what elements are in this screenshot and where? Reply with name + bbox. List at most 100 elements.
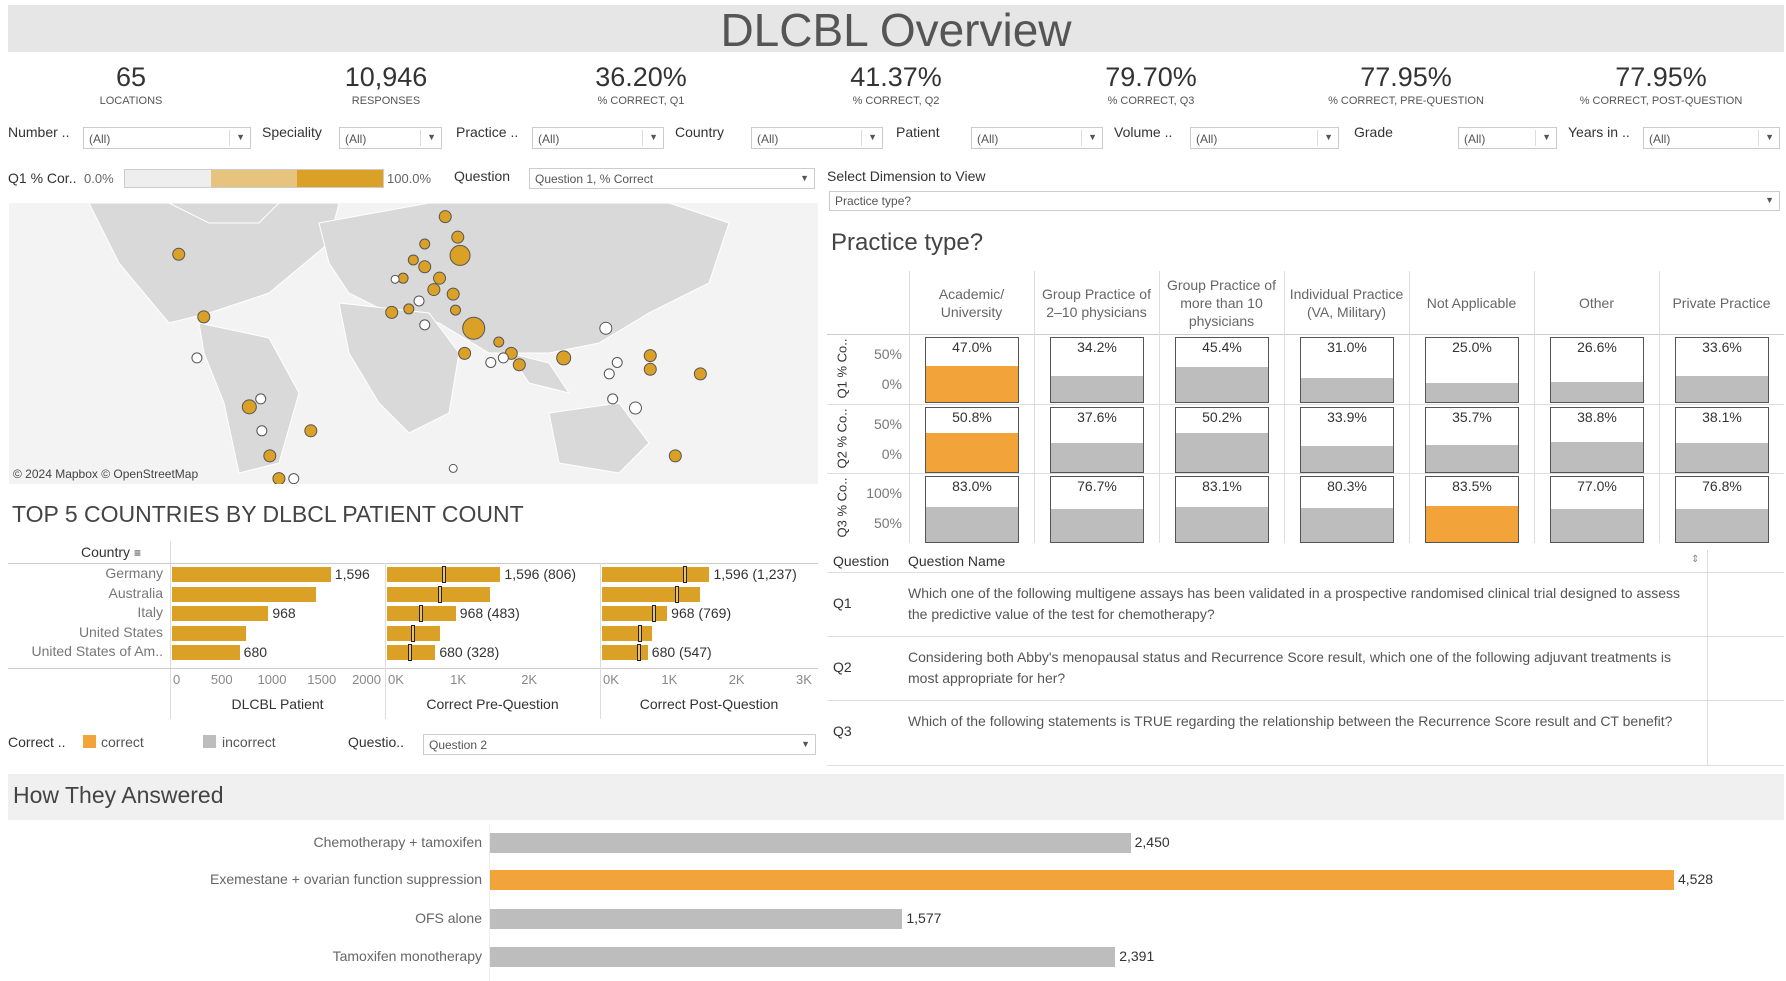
answer-bar[interactable] [490,909,903,929]
dimension-dropdown[interactable]: Practice type? ▼ [829,191,1780,211]
practice-cell[interactable]: 83.5% [1425,476,1519,543]
filter-dropdown[interactable]: (All) ▼ [751,127,883,149]
practice-cell[interactable]: 38.1% [1675,407,1769,473]
practice-cell[interactable]: 35.7% [1425,407,1519,473]
question-dropdown[interactable]: Question 1, % Correct ▼ [529,168,815,189]
location-marker[interactable] [607,393,619,405]
practice-cell[interactable]: 45.4% [1175,337,1269,403]
bar-post_correct[interactable] [602,606,668,621]
bar-patients[interactable] [172,567,331,582]
answer-bar[interactable] [490,947,1116,967]
location-marker[interactable] [643,349,657,363]
location-marker[interactable] [255,393,267,405]
column-header[interactable]: Academic/ University [938,285,1005,320]
location-marker[interactable] [241,399,257,415]
location-marker[interactable] [288,473,300,484]
practice-cell[interactable]: 31.0% [1300,337,1394,403]
column-header[interactable]: Not Applicable [1426,294,1517,311]
location-marker[interactable] [446,287,460,301]
location-marker[interactable] [256,425,268,437]
question-row[interactable]: Q2 Considering both Abby's menopausal sta… [827,636,1784,700]
filter-dropdown[interactable]: (All) ▼ [532,127,664,149]
location-marker[interactable] [628,401,642,415]
location-marker[interactable] [403,303,415,315]
location-marker[interactable] [485,356,497,368]
practice-cell[interactable]: 76.7% [1050,476,1144,543]
map[interactable]: © 2024 Mapbox © OpenStreetMap [9,203,818,484]
location-marker[interactable] [458,346,472,360]
location-marker[interactable] [493,336,505,348]
location-marker[interactable] [172,247,186,261]
filter-dropdown[interactable]: (All) ▼ [1458,127,1557,149]
location-marker[interactable] [643,362,657,376]
practice-cell[interactable]: 38.8% [1550,407,1644,473]
location-marker[interactable] [451,230,465,244]
filter-dropdown[interactable]: (All) ▼ [971,127,1103,149]
practice-cell[interactable]: 76.8% [1675,476,1769,543]
location-marker[interactable] [433,271,447,285]
column-header[interactable]: Other [1578,294,1614,311]
practice-cell[interactable]: 83.0% [925,476,1019,543]
location-marker[interactable] [556,350,572,366]
bar-post_correct[interactable] [602,567,710,582]
practice-cell[interactable]: 80.3% [1300,476,1394,543]
bar-post_correct[interactable] [602,625,652,641]
location-marker[interactable] [693,367,707,381]
practice-cell[interactable]: 25.0% [1425,337,1519,403]
location-marker[interactable] [272,472,286,484]
filter-dropdown[interactable]: (All) ▼ [339,127,442,149]
practice-cell[interactable]: 83.1% [1175,476,1269,543]
bar-patients[interactable] [172,606,269,621]
practice-cell[interactable]: 50.8% [925,407,1019,473]
location-marker[interactable] [427,283,441,297]
column-header[interactable]: Private Practice [1672,294,1771,311]
location-marker[interactable] [419,238,431,250]
filter-dropdown[interactable]: (All) ▼ [1643,127,1780,149]
practice-cell[interactable]: 33.9% [1300,407,1394,473]
location-marker[interactable] [497,352,509,364]
location-marker[interactable] [263,449,277,463]
sort-icon[interactable]: ⇕ [1691,554,1700,565]
sort-icon[interactable]: ≡ [134,546,142,560]
location-marker[interactable] [448,463,458,473]
location-marker[interactable] [191,352,203,364]
question-row[interactable]: Q1 Which one of the following multigene a… [827,572,1784,636]
question-name-header[interactable]: Question Name [908,553,1006,569]
location-marker[interactable] [197,310,211,324]
location-marker[interactable] [413,295,425,307]
legend-incorrect[interactable]: incorrect [222,734,276,750]
column-header[interactable]: Group Practice of more than 10 physician… [1167,276,1276,329]
location-marker[interactable] [449,244,471,266]
location-marker[interactable] [603,368,615,380]
answer-bar[interactable] [490,870,1674,890]
question2-dropdown[interactable]: Question 2 ▼ [423,734,816,755]
legend-correct[interactable]: correct [101,734,144,750]
column-header[interactable]: Group Practice of 2–10 physicians [1042,285,1151,320]
question-row[interactable]: Q3 Which of the following statements is T… [827,700,1784,764]
column-header[interactable]: Individual Practice (VA, Military) [1289,285,1404,320]
practice-cell[interactable]: 37.6% [1050,407,1144,473]
practice-cell[interactable]: 77.0% [1550,476,1644,543]
location-marker[interactable] [397,272,409,284]
location-marker[interactable] [385,305,399,319]
location-marker[interactable] [304,424,318,438]
location-marker[interactable] [419,319,431,331]
practice-cell[interactable]: 33.6% [1675,337,1769,403]
location-marker[interactable] [407,254,419,266]
location-marker[interactable] [462,316,486,340]
bar-patients[interactable] [172,625,246,641]
practice-cell[interactable]: 34.2% [1050,337,1144,403]
location-marker[interactable] [449,304,461,316]
practice-cell[interactable]: 47.0% [925,337,1019,403]
bar-post_correct[interactable] [602,586,700,602]
bar-post_correct[interactable] [602,645,648,660]
location-marker[interactable] [418,260,432,274]
filter-dropdown[interactable]: (All) ▼ [83,127,251,149]
practice-cell[interactable]: 26.6% [1550,337,1644,403]
location-marker[interactable] [668,449,682,463]
location-marker[interactable] [599,321,613,335]
practice-cell[interactable]: 50.2% [1175,407,1269,473]
filter-dropdown[interactable]: (All) ▼ [1190,127,1339,149]
location-marker[interactable] [512,358,526,372]
location-marker[interactable] [438,210,452,224]
